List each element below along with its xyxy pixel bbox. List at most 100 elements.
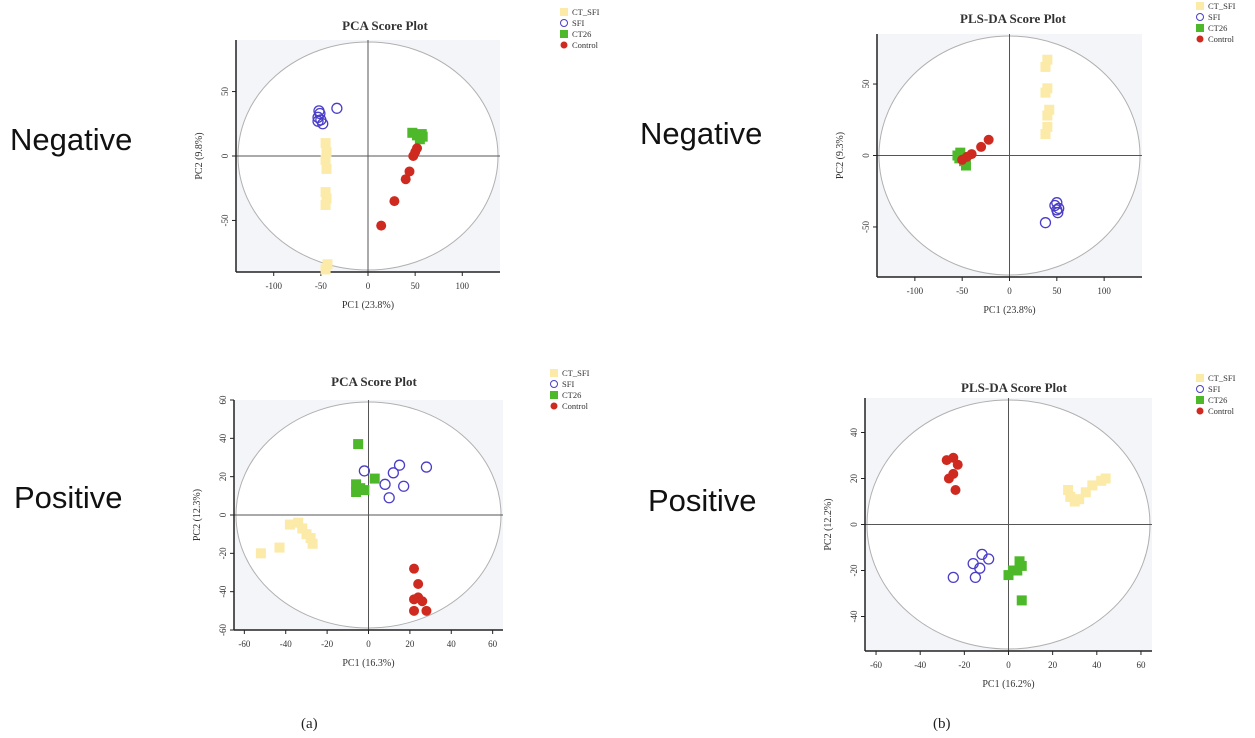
y-tick-label: 50	[220, 87, 230, 97]
data-point-sfi	[393, 459, 406, 471]
y-tick-label: 0	[861, 153, 871, 158]
data-point-control	[421, 605, 432, 616]
data-point-ct-sfi	[1040, 87, 1051, 98]
data-point-ct-sfi	[1087, 480, 1098, 491]
legend-label: Control	[562, 401, 589, 411]
y-tick-label: -40	[218, 585, 228, 597]
data-point-ct-sfi	[320, 187, 331, 198]
data-point-control	[404, 166, 415, 177]
data-point-control	[376, 220, 387, 231]
x-tick-label: -20	[321, 639, 333, 649]
data-point-ct-sfi	[320, 199, 331, 210]
legend-swatch	[560, 19, 568, 27]
data-point-ct26	[369, 473, 380, 484]
data-point-control	[409, 563, 420, 574]
legend-label: SFI	[1208, 12, 1220, 22]
data-point-ct-sfi	[284, 519, 295, 530]
legend-label: CT_SFI	[1208, 1, 1236, 11]
data-point-sfi	[947, 571, 959, 584]
x-tick-label: 40	[447, 639, 457, 649]
y-tick-label: -40	[849, 610, 859, 622]
legend-swatch	[550, 402, 558, 410]
y-tick-label: 40	[849, 428, 859, 438]
data-point-control	[943, 473, 954, 484]
data-point-ct-sfi	[321, 147, 332, 158]
data-point-sfi	[1053, 202, 1065, 215]
x-tick-label: 100	[1097, 286, 1111, 296]
data-point-ct-sfi	[1080, 487, 1091, 498]
legend-swatch	[1196, 385, 1204, 393]
row-label-negative-a: Negative	[10, 122, 133, 157]
data-point-ct-sfi	[1042, 54, 1053, 65]
data-point-ct-sfi	[1040, 129, 1051, 140]
x-tick-label: 0	[366, 639, 371, 649]
x-tick-label: 20	[1048, 660, 1058, 670]
legend-swatch	[1196, 407, 1204, 415]
data-point-ct26	[960, 160, 971, 171]
x-axis-label: PC1 (23.8%)	[342, 300, 394, 311]
data-point-control	[409, 594, 420, 605]
legend-swatch	[1196, 2, 1204, 10]
data-point-control	[417, 596, 428, 607]
data-point-sfi	[387, 467, 399, 479]
data-point-ct-sfi	[320, 154, 331, 165]
data-point-control	[389, 196, 400, 207]
plot-title: PLS-DA Score Plot	[961, 380, 1068, 395]
legend-label: Control	[1208, 406, 1235, 416]
data-point-sfi	[317, 118, 329, 130]
x-tick-label: -50	[956, 286, 968, 296]
y-tick-label: 50	[861, 79, 871, 89]
x-tick-label: 60	[1136, 660, 1146, 670]
data-point-control	[408, 151, 419, 161]
legend-label: Control	[1208, 34, 1235, 44]
data-point-sfi	[982, 553, 995, 565]
data-point-sfi	[383, 492, 395, 504]
y-tick-label: 20	[849, 474, 859, 484]
data-point-ct-sfi	[305, 533, 316, 543]
data-point-control	[409, 605, 420, 616]
data-point-control	[976, 141, 987, 152]
data-point-ct26	[1003, 570, 1014, 581]
data-point-control	[950, 485, 961, 495]
legend-label: SFI	[1208, 384, 1220, 394]
panel-label-a: (a)	[301, 716, 318, 732]
y-tick-label: 20	[218, 472, 228, 482]
y-tick-label: -50	[220, 214, 230, 226]
data-point-ct-sfi	[320, 264, 331, 275]
legend-swatch	[1196, 396, 1204, 404]
x-axis-label: PC1 (16.2%)	[982, 679, 1034, 690]
legend-swatch	[1196, 35, 1204, 43]
data-point-ct-sfi	[321, 163, 332, 174]
legend-swatch	[550, 380, 558, 388]
data-point-ct-sfi	[1042, 110, 1053, 121]
x-tick-label: -60	[870, 660, 882, 670]
data-point-ct-sfi	[320, 138, 331, 149]
data-point-control	[413, 579, 424, 589]
x-tick-label: -40	[280, 639, 292, 649]
data-point-ct-sfi	[1063, 485, 1074, 495]
data-point-ct26	[353, 439, 364, 450]
panel-label-b: (b)	[933, 716, 951, 732]
y-tick-label: -20	[849, 564, 859, 576]
data-point-ct-sfi	[274, 542, 285, 553]
y-axis-label: PC2 (9.8%)	[194, 132, 205, 179]
y-tick-label: 60	[218, 395, 228, 405]
data-point-ct-sfi	[1100, 473, 1111, 484]
data-point-ct26	[351, 487, 362, 497]
data-point-sfi	[398, 480, 410, 492]
y-axis-label: PC2 (12.2%)	[823, 498, 834, 550]
row-label-positive-b: Positive	[648, 483, 757, 518]
data-point-sfi	[1052, 207, 1064, 219]
plot-title: PCA Score Plot	[342, 18, 428, 33]
data-point-ct-sfi	[1074, 494, 1085, 505]
legend-label: SFI	[562, 379, 574, 389]
legend-label: Control	[572, 40, 599, 50]
data-point-ct26	[1016, 595, 1027, 606]
x-tick-label: -100	[265, 281, 282, 291]
x-tick-label: -60	[238, 639, 250, 649]
y-tick-label: 40	[218, 433, 228, 443]
x-tick-label: 50	[1052, 286, 1062, 296]
data-point-ct-sfi	[255, 548, 266, 559]
